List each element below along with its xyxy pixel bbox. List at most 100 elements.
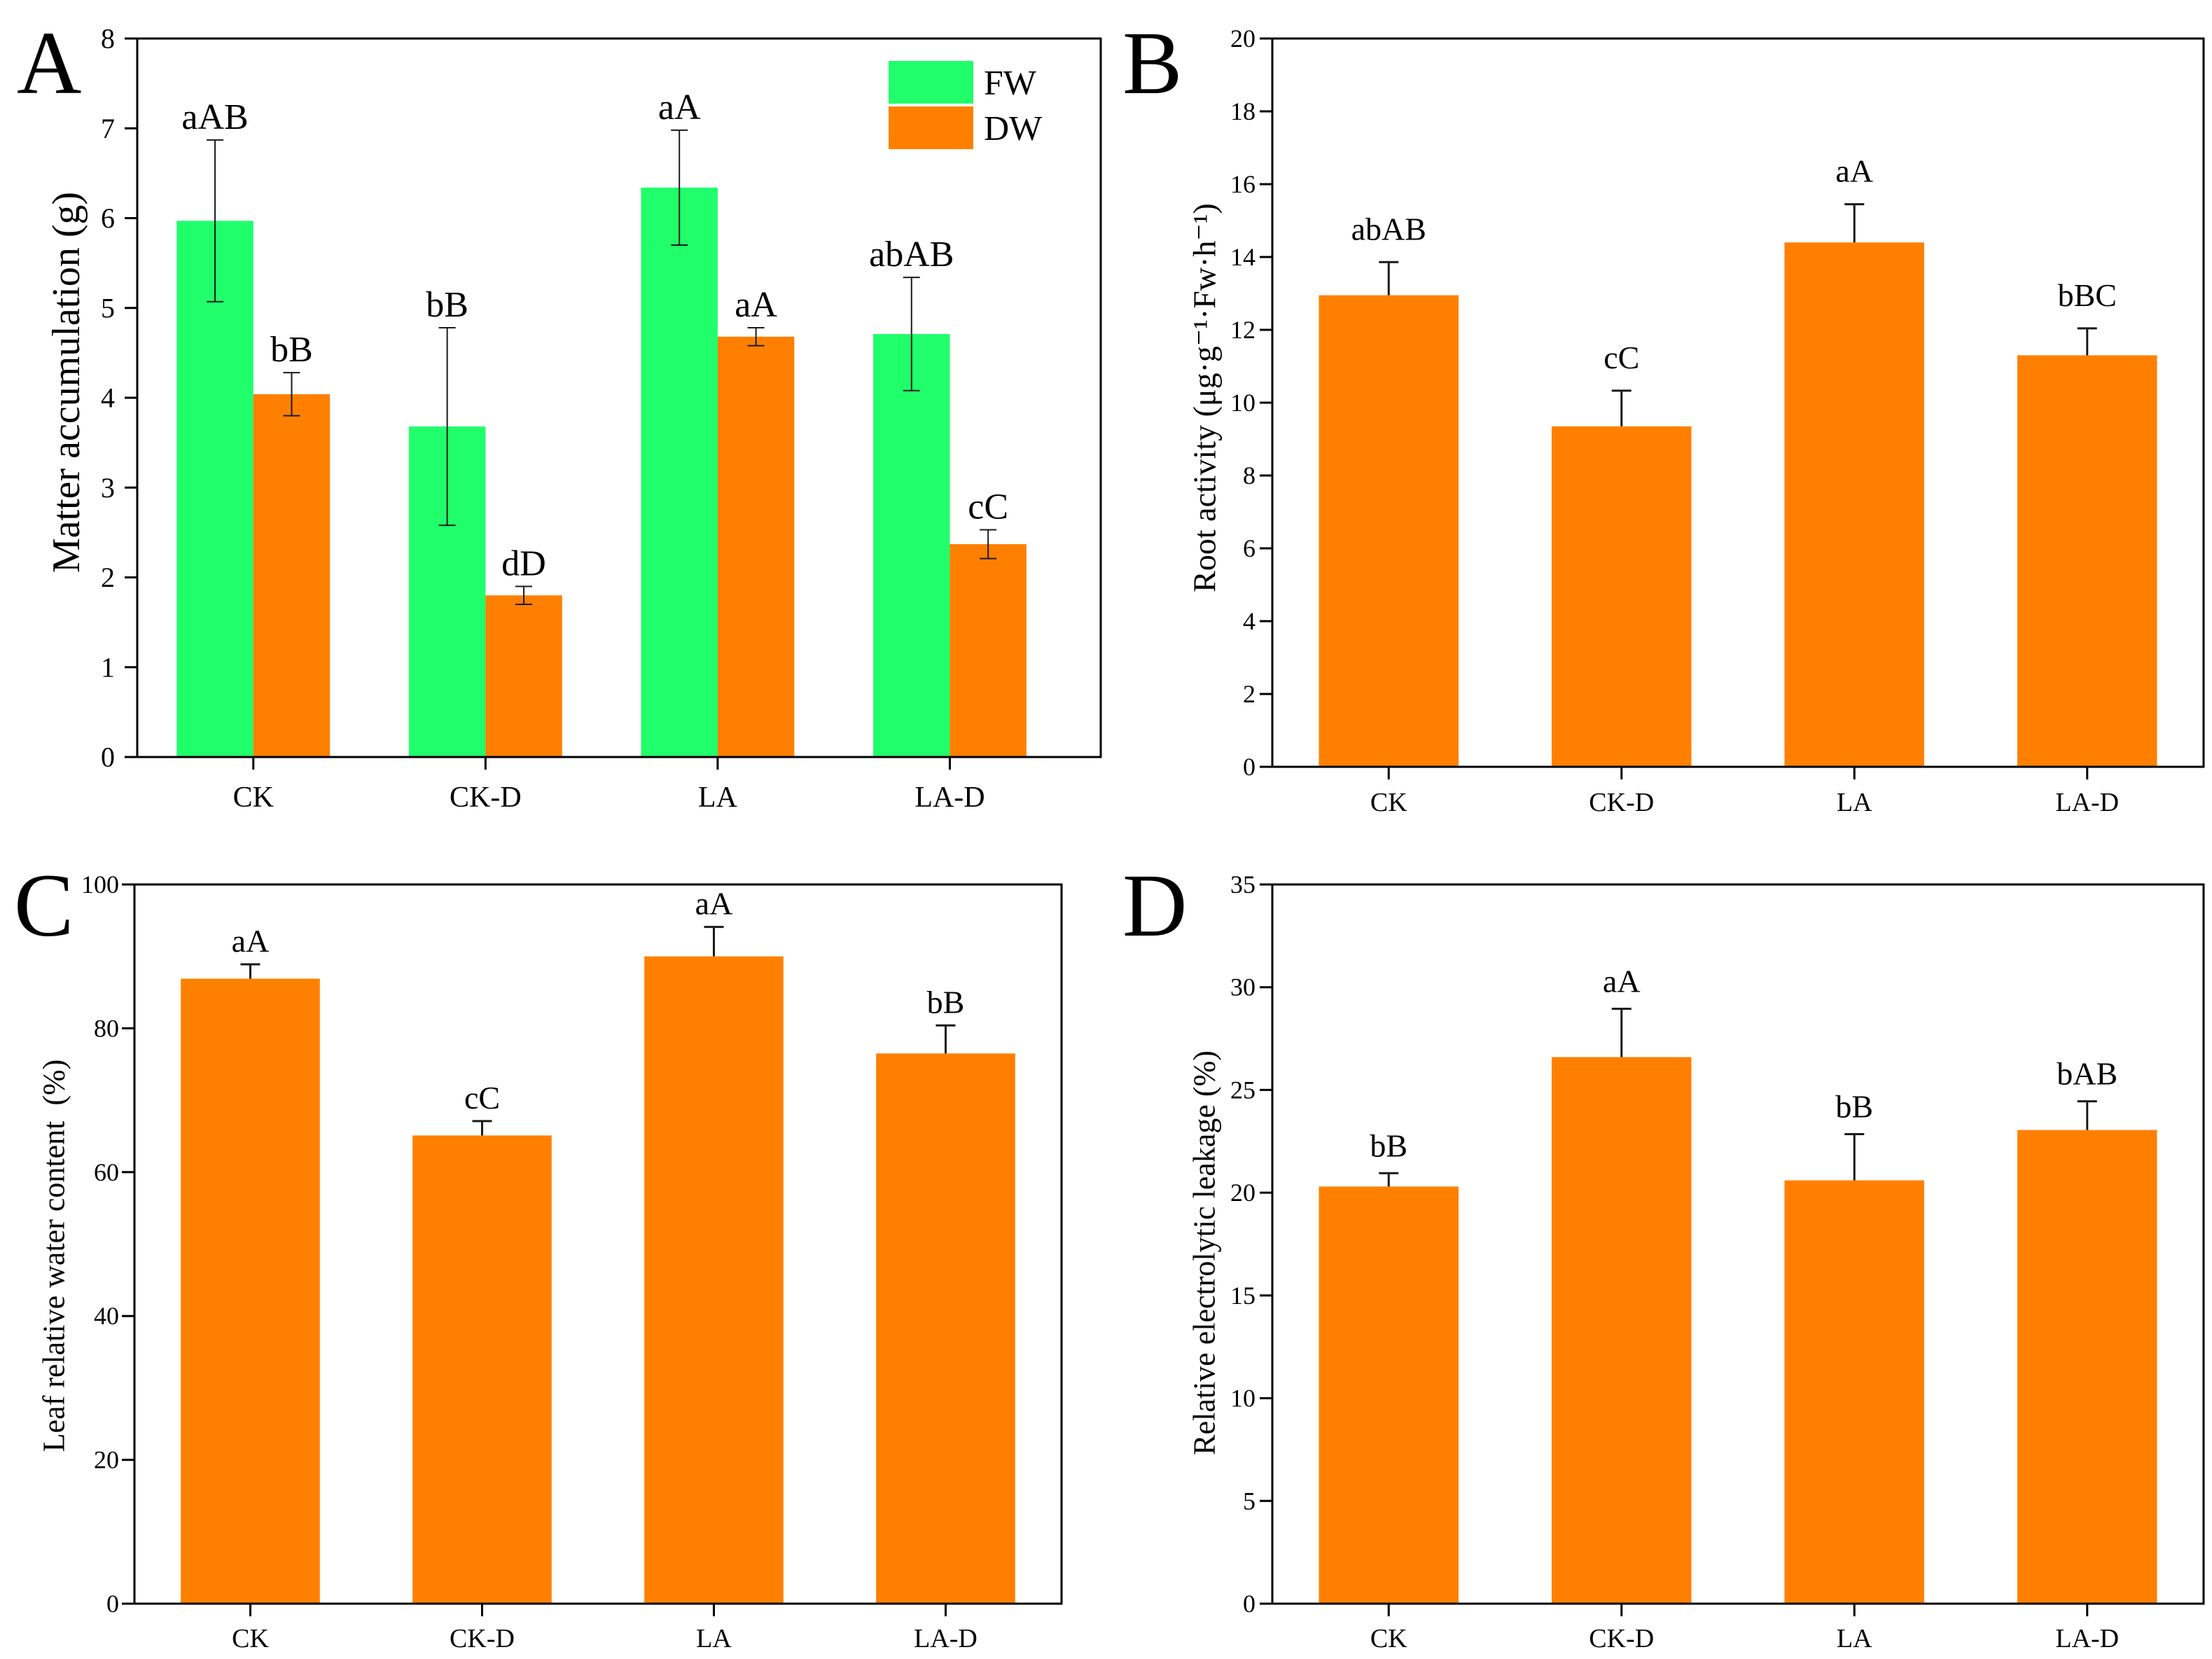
significance-label-a-fw-ck-d: bB xyxy=(426,285,468,325)
bar-d-value-ck-d xyxy=(1552,1057,1692,1604)
significance-label-b-value-la-d: bBC xyxy=(2058,277,2117,313)
bar-a-fw-la xyxy=(641,187,718,757)
y-tick-label: 7 xyxy=(101,113,115,144)
significance-label-d-value-ck: bB xyxy=(1370,1127,1407,1163)
y-axis-label: Root activity (μg·g⁻¹·Fw·h⁻¹) xyxy=(1187,203,1223,592)
legend-swatch-fw xyxy=(889,61,973,104)
significance-label-c-value-la: aA xyxy=(695,886,733,922)
x-tick-label: LA xyxy=(1837,788,1872,817)
error-bar-c-value-la xyxy=(704,926,724,957)
significance-label-a-fw-la-d: abAB xyxy=(869,235,954,275)
y-tick-label: 25 xyxy=(1230,1076,1255,1104)
bar-a-dw-la xyxy=(717,336,795,757)
significance-label-c-value-ck-d: cC xyxy=(464,1080,500,1116)
error-bar-d-value-ck xyxy=(1379,1172,1399,1187)
y-tick-label: 3 xyxy=(101,472,115,504)
y-tick-label: 0 xyxy=(1243,1590,1255,1618)
bar-b-value-la-d xyxy=(2017,355,2157,767)
x-tick-label: CK xyxy=(232,1624,269,1653)
panel-label: C xyxy=(14,856,74,955)
x-tick-label: CK xyxy=(233,782,274,814)
bar-c-value-la xyxy=(644,956,784,1604)
x-tick-label: CK-D xyxy=(1589,1624,1654,1653)
y-tick-label: 20 xyxy=(94,1446,119,1474)
panel-d-bars xyxy=(1319,1057,2157,1604)
legend-label-dw: DW xyxy=(984,109,1043,148)
y-tick-label: 0 xyxy=(1243,753,1255,781)
significance-label-a-fw-la: aA xyxy=(658,88,701,127)
y-tick-label: 6 xyxy=(1243,534,1255,562)
bar-c-value-la-d xyxy=(876,1053,1015,1604)
bar-b-value-ck xyxy=(1319,295,1459,768)
y-tick-label: 35 xyxy=(1230,870,1255,898)
panel-b: abAB cC aA bBC 0 2 4 6 8 10 12 14 16 18 20 CK CK-D LA LA-D… xyxy=(1122,13,2205,817)
significance-label-d-value-ck-d: aA xyxy=(1603,964,1641,999)
x-tick-label: LA-D xyxy=(914,1624,978,1653)
error-bar-a-dw-la xyxy=(747,326,765,347)
error-bar-d-value-ck-d xyxy=(1611,1008,1632,1057)
y-tick-label: 12 xyxy=(1230,316,1255,344)
error-bar-c-value-la-d xyxy=(935,1024,956,1054)
y-tick-label: 20 xyxy=(1230,1179,1255,1207)
error-bar-a-fw-la-d xyxy=(903,277,920,391)
bar-a-dw-ck-d xyxy=(485,595,562,757)
panel-d: bB aA bB bAB 0 5 10 15 20 25 30 35 CK CK-D LA LA-D Relat… xyxy=(1122,856,2205,1653)
y-tick-label: 100 xyxy=(81,870,119,898)
bar-d-value-la xyxy=(1784,1180,1924,1604)
y-tick-label: 4 xyxy=(1243,607,1255,635)
y-tick-label: 10 xyxy=(1230,389,1255,417)
y-axis-label: Relative electrolytic leakage (%) xyxy=(1188,1050,1222,1455)
error-bar-c-value-ck-d xyxy=(472,1120,492,1136)
y-tick-label: 0 xyxy=(101,742,115,773)
bar-c-value-ck-d xyxy=(412,1135,552,1604)
x-tick-label: LA xyxy=(1837,1624,1872,1653)
y-axis-label: Leaf relative water content (%) xyxy=(37,1060,71,1452)
y-tick-label: 18 xyxy=(1230,97,1255,125)
y-tick-label: 1 xyxy=(101,651,115,683)
x-tick-label: LA-D xyxy=(2055,788,2119,817)
significance-label-c-value-la-d: bB xyxy=(927,984,965,1020)
panel-d-axes-frame xyxy=(1271,883,2205,1605)
x-tick-label: CK-D xyxy=(450,782,522,814)
x-tick-label: CK xyxy=(1370,1624,1407,1653)
y-tick-label: 8 xyxy=(1243,461,1255,490)
y-tick-label: 2 xyxy=(101,562,115,593)
panel-label: D xyxy=(1122,856,1187,955)
error-bar-b-value-ck-d xyxy=(1611,389,1632,426)
bar-b-value-la xyxy=(1784,242,1924,767)
panel-c-bars xyxy=(181,956,1015,1604)
significance-label-b-value-la: aA xyxy=(1835,153,1873,189)
bar-b-value-ck-d xyxy=(1552,426,1692,767)
legend-a: FW DW xyxy=(889,61,1043,149)
panel-b-bars xyxy=(1319,242,2157,768)
significance-label-d-value-la-d: bAB xyxy=(2057,1056,2117,1092)
error-bar-d-value-la-d xyxy=(2077,1100,2097,1130)
significance-label-a-fw-ck: aAB xyxy=(181,97,248,137)
y-tick-label: 4 xyxy=(101,382,115,414)
error-bar-a-dw-ck xyxy=(283,372,300,417)
error-bar-d-value-la xyxy=(1844,1133,1865,1181)
bar-d-value-ck xyxy=(1319,1186,1459,1604)
panel-label: B xyxy=(1122,13,1182,113)
y-axis-label: Matter accumulation (g) xyxy=(45,192,88,573)
x-tick-label: LA xyxy=(698,782,738,814)
legend-swatch-dw xyxy=(889,106,973,149)
y-tick-label: 30 xyxy=(1230,973,1255,1001)
error-bar-a-fw-ck-d xyxy=(438,326,456,527)
y-tick-label: 14 xyxy=(1230,243,1255,271)
error-bar-a-fw-ck xyxy=(207,139,224,303)
x-tick-label: LA-D xyxy=(914,782,985,814)
error-bar-a-fw-la xyxy=(671,129,688,246)
error-bar-a-dw-ck-d xyxy=(515,585,533,605)
panel-a: aAB bB aA abAB bB dD aA cC 0 1 2 3 4 5 6 7 8 CK CK-D LA LA-D… xyxy=(17,13,1102,814)
y-tick-label: 15 xyxy=(1230,1282,1255,1310)
bar-c-value-ck xyxy=(181,978,320,1604)
y-tick-label: 80 xyxy=(94,1014,119,1042)
y-tick-label: 60 xyxy=(94,1158,119,1186)
significance-label-b-value-ck: abAB xyxy=(1351,211,1426,247)
x-tick-label: CK-D xyxy=(450,1624,515,1653)
bar-a-fw-la-d xyxy=(873,333,950,757)
error-bar-b-value-ck xyxy=(1379,261,1399,296)
significance-label-a-dw-ck-d: dD xyxy=(501,543,546,583)
